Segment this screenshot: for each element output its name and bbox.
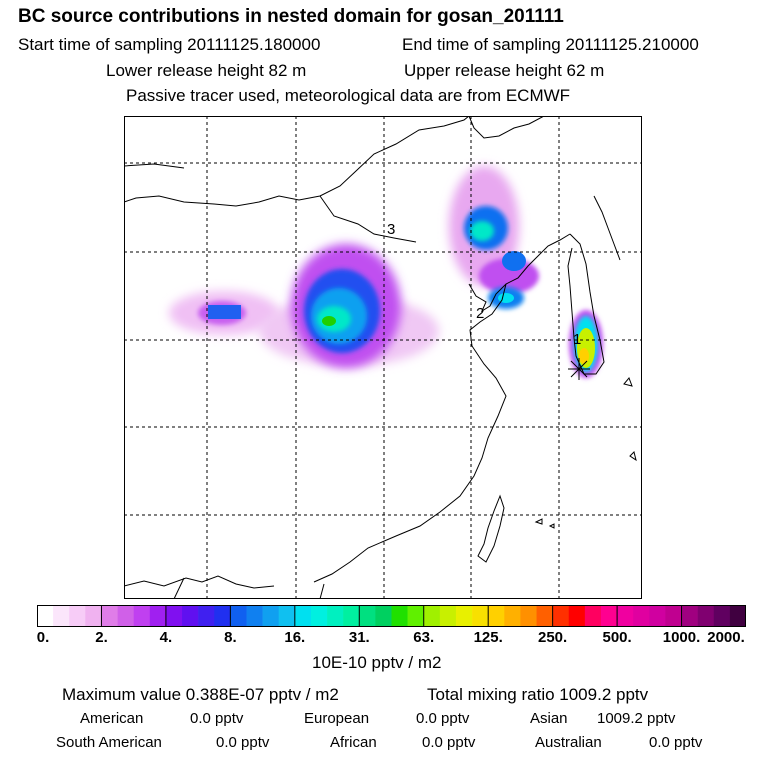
colorbar-cell xyxy=(327,605,344,627)
colorbar-tick-label: 8. xyxy=(224,629,237,646)
colorbar-cell xyxy=(665,605,682,627)
colorbar-cell xyxy=(133,605,151,627)
colorbar-cell xyxy=(117,605,134,627)
region-name-south-american: South American xyxy=(56,734,162,751)
lower-release-label: Lower release height 82 m xyxy=(106,61,307,80)
upper-release-label: Upper release height 62 m xyxy=(404,61,605,80)
colorbar-cell xyxy=(423,605,441,627)
tracer-plumes xyxy=(169,166,603,378)
colorbar-cell xyxy=(165,605,183,627)
colorbar-cell xyxy=(101,605,118,627)
start-time-label: Start time of sampling 20111125.180000 xyxy=(18,35,321,54)
colorbar-tick-label: 0. xyxy=(36,629,50,646)
region-value-american: 0.0 pptv xyxy=(190,710,244,727)
region-value-australian: 0.0 pptv xyxy=(649,734,703,751)
colorbar-cell xyxy=(713,605,731,627)
colorbar-cell xyxy=(343,605,360,627)
colorbar-cell xyxy=(198,605,215,627)
colorbar-cell xyxy=(520,605,537,627)
colorbar-cell xyxy=(69,605,86,627)
region-name-african: African xyxy=(330,734,377,751)
colorbar-cell xyxy=(729,605,746,627)
colorbar-cell xyxy=(262,605,279,627)
colorbar-tick-label: 2000. xyxy=(707,629,745,646)
colorbar-tick-label: 1000. xyxy=(662,629,701,646)
colorbar-cell xyxy=(182,605,199,627)
colorbar-cell xyxy=(472,605,489,627)
colorbar-cell xyxy=(552,605,570,627)
region-name-american: American xyxy=(80,710,144,727)
receptor-star-icon xyxy=(568,358,590,380)
colorbar-cell xyxy=(600,605,618,627)
colorbar-cell xyxy=(278,605,296,627)
colorbar-cell xyxy=(359,605,376,627)
colorbar-cell xyxy=(214,605,231,627)
colorbar xyxy=(37,605,746,627)
region-value-south-american: 0.0 pptv xyxy=(216,734,270,751)
coastlines xyxy=(124,116,637,599)
total-mixing-ratio: Total mixing ratio 1009.2 pptv xyxy=(427,685,649,704)
colorbar-tick-label: 31. xyxy=(348,629,370,646)
colorbar-cell xyxy=(149,605,167,627)
colorbar-cell xyxy=(439,605,457,627)
colorbar-cell xyxy=(246,605,263,627)
colorbar-tick-label: 125. xyxy=(473,629,503,646)
region-value-african: 0.0 pptv xyxy=(422,734,476,751)
end-time-label: End time of sampling 20111125.210000 xyxy=(402,35,699,54)
plume-central xyxy=(259,244,439,368)
colorbar-tick-label: 250. xyxy=(537,629,568,646)
colorbar-cell xyxy=(697,605,715,627)
colorbar-cell xyxy=(53,605,70,627)
colorbar-cell xyxy=(649,605,666,627)
colorbar-cell xyxy=(536,605,553,627)
maximum-value: Maximum value 0.388E-07 pptv / m2 xyxy=(62,685,339,704)
region-name-asian: Asian xyxy=(530,710,568,727)
colorbar-cell xyxy=(455,605,473,627)
map-frame xyxy=(124,116,642,599)
colorbar-cell xyxy=(681,605,698,627)
colorbar-tick-label: 16. xyxy=(284,629,306,646)
colorbar-tick-label: 4. xyxy=(159,629,173,646)
colorbar-tick-label: 500. xyxy=(602,629,632,646)
colorbar-cell xyxy=(617,605,634,627)
colorbar-cell xyxy=(633,605,650,627)
colorbar-units: 10E-10 pptv / m2 xyxy=(312,653,442,672)
colorbar-cell xyxy=(391,605,408,627)
colorbar-cell xyxy=(584,605,602,627)
plume-south-korea xyxy=(569,310,603,378)
colorbar-cell xyxy=(85,605,102,627)
colorbar-cell xyxy=(488,605,505,627)
colorbar-cell xyxy=(407,605,425,627)
region-value-asian: 1009.2 pptv xyxy=(597,710,676,727)
colorbar-cell xyxy=(568,605,586,627)
colorbar-cell xyxy=(294,605,312,627)
colorbar-cell xyxy=(504,605,521,627)
colorbar-cell xyxy=(230,605,247,627)
region-name-australian: Australian xyxy=(535,734,602,751)
plume-west xyxy=(169,291,279,335)
page-title: BC source contributions in nested domain… xyxy=(18,6,564,27)
colorbar-cell xyxy=(375,605,392,627)
colorbar-tick-label: 2. xyxy=(95,629,108,646)
map-panel: 1 2 3 xyxy=(124,116,642,599)
tracer-note: Passive tracer used, meteorological data… xyxy=(126,86,571,105)
region-value-european: 0.0 pptv xyxy=(416,710,470,727)
gridlines xyxy=(124,116,642,599)
colorbar-cell xyxy=(310,605,328,627)
plume-north xyxy=(449,166,539,309)
region-name-european: European xyxy=(304,710,370,727)
map-label-1: 1 xyxy=(573,331,581,348)
colorbar-tick-label: 63. xyxy=(413,629,435,646)
map-label-2: 2 xyxy=(476,305,484,322)
colorbar-cell xyxy=(37,605,54,627)
map-label-3: 3 xyxy=(387,221,395,238)
